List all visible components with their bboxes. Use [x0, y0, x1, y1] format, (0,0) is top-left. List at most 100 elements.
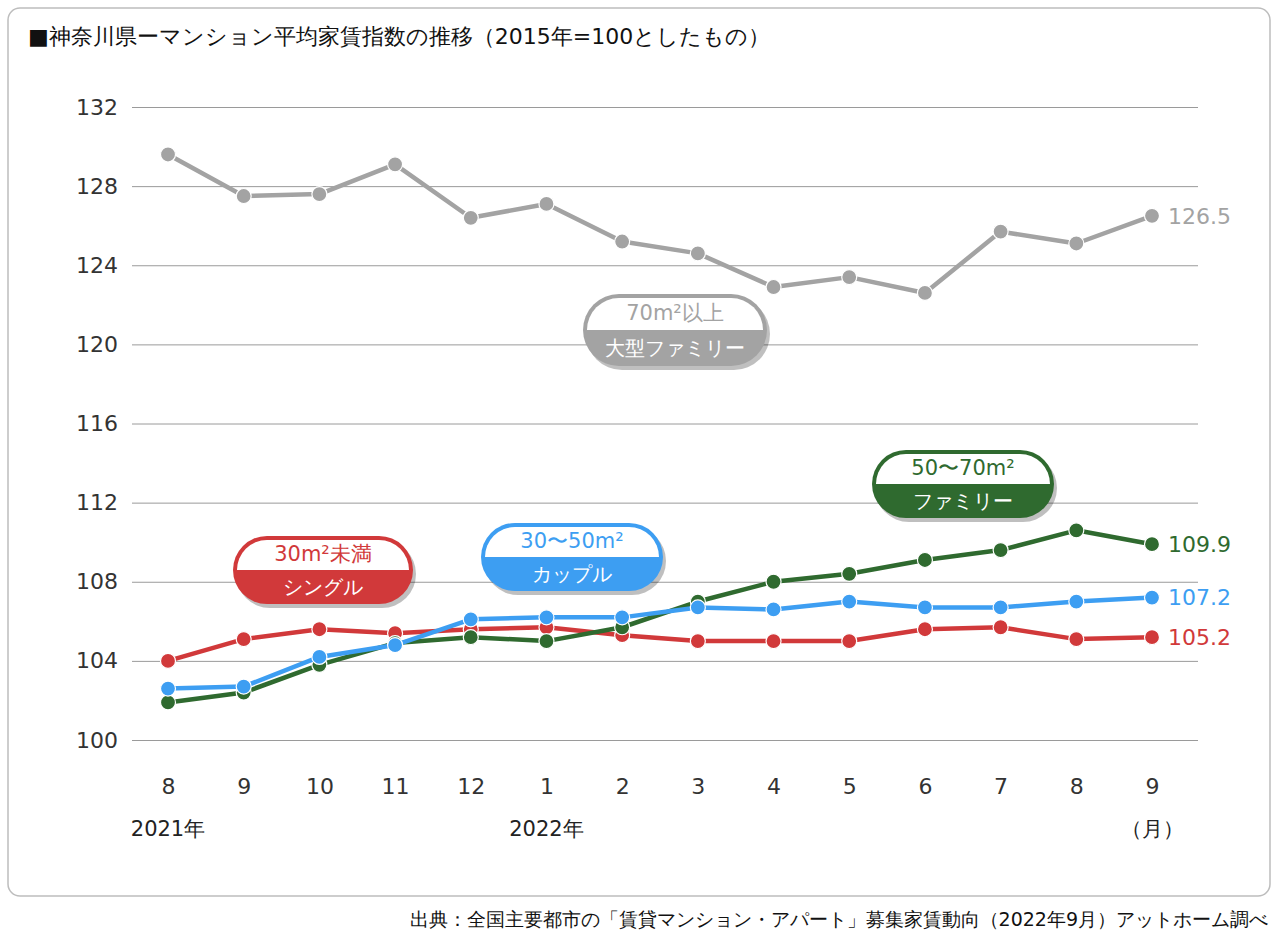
grid-line: [132, 186, 1198, 187]
grid-line: [132, 107, 1198, 108]
source: 出典：全国主要都市の「賃貸マンション・アパート」募集家賃動向（2022年9月）ア…: [410, 908, 1268, 930]
x-sublabel: 2021年: [131, 817, 205, 841]
series-marker: [690, 634, 705, 649]
x-tick-label: 9: [237, 774, 251, 799]
legend-pill: [872, 450, 1054, 518]
y-tick-label: 128: [76, 174, 118, 199]
series-marker: [993, 224, 1008, 239]
legend-label: 大型ファミリー: [605, 336, 745, 360]
series-marker: [917, 552, 932, 567]
series-marker: [690, 600, 705, 615]
chart: ■神奈川県ーマンション平均家賃指数の推移（2015年=100としたもの） 出典：全…: [0, 0, 1280, 938]
series-marker: [917, 622, 932, 637]
value-label: 109.9: [1168, 532, 1231, 557]
legend-pill: [583, 294, 767, 366]
x-sublabel: （月）: [1121, 817, 1184, 841]
y-tick-label: 132: [76, 95, 118, 120]
series-line: [168, 598, 1152, 689]
x-tick-label: 9: [1146, 774, 1160, 799]
series-marker: [539, 196, 554, 211]
series-marker: [312, 649, 327, 664]
series-marker: [463, 630, 478, 645]
value-label: 105.2: [1168, 625, 1231, 650]
y-tick: 132: [76, 95, 1198, 120]
y-tick-label: 112: [76, 490, 118, 515]
x-tick: 11: [382, 740, 410, 799]
y-tick-label: 108: [76, 569, 118, 594]
y-tick-label: 100: [76, 728, 118, 753]
series-marker: [312, 187, 327, 202]
series-marker: [1069, 523, 1084, 538]
x-tick: 6: [918, 740, 932, 799]
legend-pill-top: [237, 540, 409, 570]
legend-label: ファミリー: [913, 489, 1013, 513]
series-marker: [766, 280, 781, 295]
x-tick-label: 3: [691, 774, 705, 799]
legend-entry: 30〜50m²カップル: [481, 523, 666, 595]
series-marker: [1069, 594, 1084, 609]
series-marker: [161, 695, 176, 710]
x-axis-line: [169, 740, 1153, 741]
series-marker: [161, 147, 176, 162]
x-tick: 9: [1146, 740, 1160, 799]
legend-entry: 70m²以上大型ファミリー: [583, 294, 770, 370]
legend-pill-top: [485, 527, 659, 557]
legend-entry: 50〜70m²ファミリー: [872, 450, 1057, 522]
series-marker: [842, 594, 857, 609]
series-marker: [615, 610, 630, 625]
x-tick: 5: [843, 740, 857, 799]
y-tick-label: 104: [76, 648, 118, 673]
series-marker: [236, 189, 251, 204]
series-marker: [161, 653, 176, 668]
x-tick: 8: [162, 740, 176, 799]
x-tick: 1: [540, 740, 554, 799]
series-marker: [766, 602, 781, 617]
legend-label: シングル: [283, 575, 363, 599]
series-marker: [539, 610, 554, 625]
x-tick: 12: [457, 740, 485, 799]
x-tick: 10: [306, 740, 334, 799]
x-tick-label: 8: [1070, 774, 1084, 799]
legend-pill-top: [876, 454, 1050, 484]
value-label: 107.2: [1168, 585, 1231, 610]
y-tick-label: 124: [76, 253, 118, 278]
y-tick-label: 116: [76, 411, 118, 436]
legend-pill: [233, 536, 413, 604]
x-sublabel: 2022年: [509, 817, 583, 841]
series-marker: [1145, 537, 1160, 552]
x-tick-label: 5: [843, 774, 857, 799]
series-marker: [615, 234, 630, 249]
series-marker: [993, 600, 1008, 615]
legend-pill: [481, 523, 663, 591]
series-marker: [1145, 590, 1160, 605]
grid-line: [132, 661, 1198, 662]
series-marker: [1145, 208, 1160, 223]
x-tick-label: 2: [616, 774, 630, 799]
series-marker: [312, 622, 327, 637]
value-label: 126.5: [1168, 204, 1231, 229]
legend-entry: 30m²未満シングル: [233, 536, 416, 608]
x-tick: 2: [616, 740, 630, 799]
x-tick-label: 1: [540, 774, 554, 799]
y-tick-label: 120: [76, 332, 118, 357]
series-marker: [917, 285, 932, 300]
plot-area: [161, 147, 1160, 710]
legend-pill-top: [587, 298, 763, 330]
title: ■神奈川県ーマンション平均家賃指数の推移（2015年=100としたもの）: [28, 24, 770, 49]
x-tick-label: 10: [306, 774, 334, 799]
series-marker: [388, 638, 403, 653]
grid-line: [132, 265, 1198, 266]
series-marker: [161, 681, 176, 696]
panel: [8, 8, 1270, 896]
series-marker: [842, 634, 857, 649]
y-tick: 104: [76, 648, 1198, 673]
series-marker: [993, 543, 1008, 558]
y-axis-line: [133, 108, 1199, 741]
x-tick-label: 6: [918, 774, 932, 799]
x-tick: 4: [767, 740, 781, 799]
legend-label: 70m²以上: [626, 301, 724, 325]
series-marker: [993, 620, 1008, 635]
legend-label: 30m²未満: [274, 542, 372, 566]
series-marker: [463, 210, 478, 225]
series-marker: [1069, 236, 1084, 251]
